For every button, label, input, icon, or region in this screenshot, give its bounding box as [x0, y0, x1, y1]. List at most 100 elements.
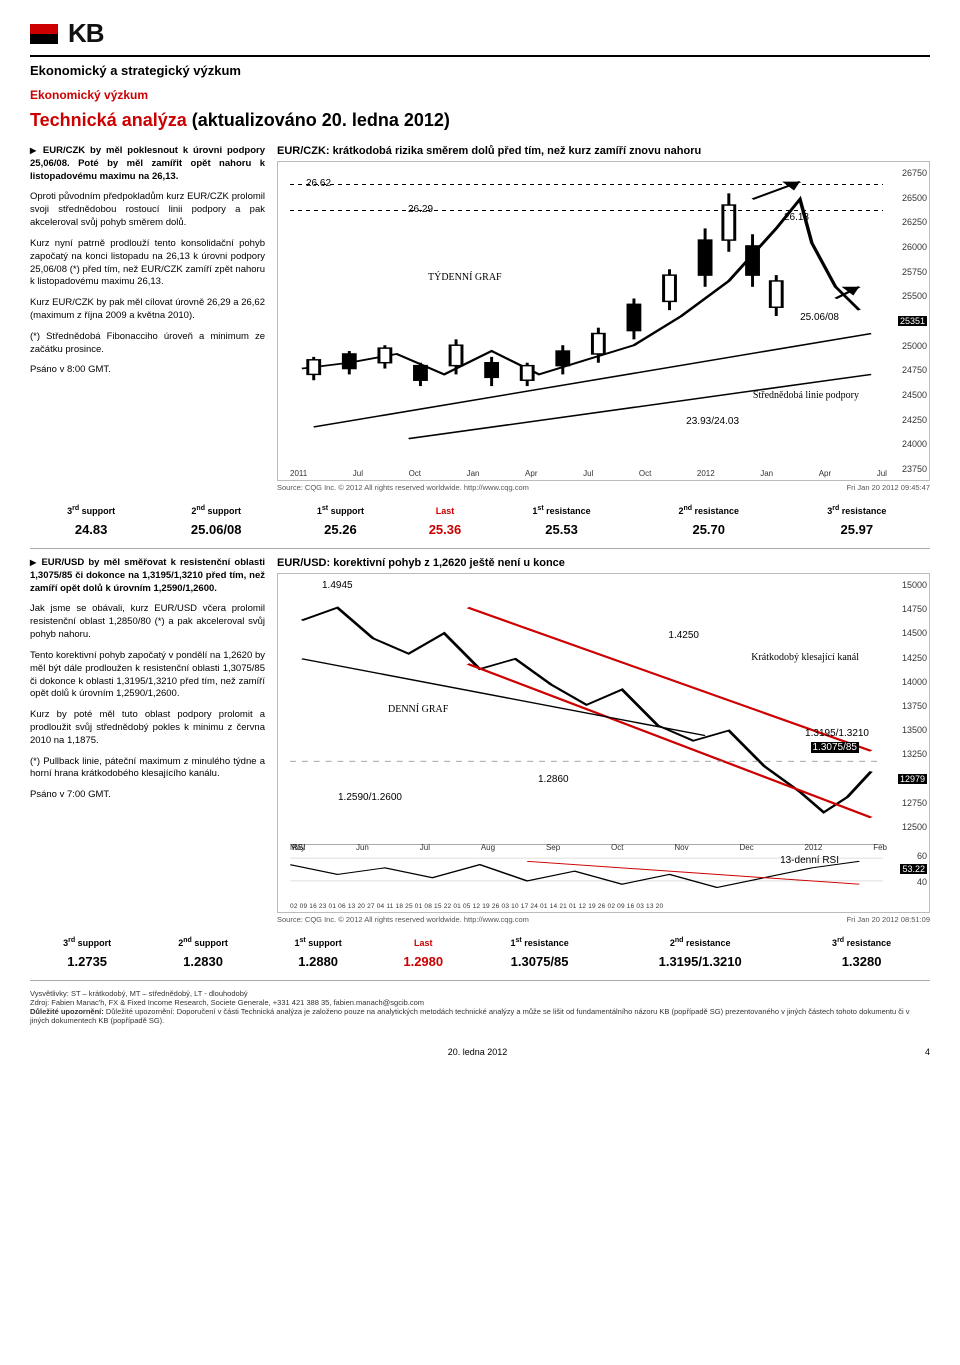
xtick: Jul	[420, 843, 430, 852]
chart-eurczk: 26.62 26.29 26.13 TÝDENNÍ GRAF 25.06/08 …	[277, 161, 930, 481]
foot-line: Zdroj: Fabien Manac'h, FX & Fixed Income…	[30, 998, 930, 1007]
th: 2nd support	[152, 502, 280, 519]
chart-anno: 1.2860	[538, 774, 569, 785]
para: Psáno v 7:00 GMT.	[30, 789, 265, 802]
bullet-text: EUR/USD by měl směřovat k resistenční ob…	[30, 557, 265, 594]
para: Jak jsme se obávali, kurz EUR/USD včera …	[30, 603, 265, 641]
chart-anno: 1.4945	[322, 580, 353, 591]
xtick-days: 02 09 16 23 01 06 13 20 27 04 11 18 25 0…	[290, 903, 663, 910]
xtick: Dec	[739, 843, 753, 852]
ytick: 14000	[902, 677, 927, 687]
chart-anno: Krátkodobý klesající kanál	[751, 652, 859, 663]
ytick: 24250	[902, 415, 927, 425]
th: 2nd resistance	[607, 934, 793, 951]
table-row: 24.83 25.06/08 25.26 25.36 25.53 25.70 2…	[30, 519, 930, 540]
foot-line: Důležité upozornění: Důležité upozornění…	[30, 1007, 930, 1025]
logo-row: KB	[30, 18, 930, 49]
ytick: 25500	[902, 291, 927, 301]
ref-line	[290, 210, 883, 211]
foot-text: Důležité upozornění: Doporučení v části …	[30, 1007, 910, 1025]
th-last: Last	[401, 502, 489, 519]
src-right: Fri Jan 20 2012 09:45:47	[847, 483, 930, 492]
td: 25.26	[280, 519, 401, 540]
ytick: 26000	[902, 242, 927, 252]
xtick: Jan	[760, 469, 773, 478]
ytick: 12500	[902, 822, 927, 832]
xtick: Jul	[877, 469, 887, 478]
title-suffix: (aktualizováno 20. ledna 2012)	[192, 110, 450, 130]
footer-date: 20. ledna 2012	[448, 1047, 508, 1057]
rsi-current: 53.22	[900, 864, 927, 874]
xtick: Jul	[353, 469, 363, 478]
table-row: 1.2735 1.2830 1.2880 1.2980 1.3075/85 1.…	[30, 951, 930, 972]
th: 3rd support	[30, 502, 152, 519]
text-col: EUR/CZK by měl poklesnout k úrovni podpo…	[30, 145, 265, 494]
ytick: 25750	[902, 267, 927, 277]
para: Kurz by poté měl tuto oblast podpory pro…	[30, 709, 265, 747]
subdept-line: Ekonomický výzkum	[30, 88, 930, 102]
chart-anno: Střednědobá linie podpory	[753, 390, 859, 401]
xtick: Oct	[611, 843, 623, 852]
logo-icon	[30, 24, 58, 44]
th-last: Last	[375, 934, 472, 951]
xtick: Aug	[481, 843, 495, 852]
xtick: May	[290, 843, 305, 852]
para: (*) Střednědobá Fibonacciho úroveň a min…	[30, 331, 265, 357]
divider	[30, 55, 930, 57]
ytick: 14500	[902, 628, 927, 638]
x-axis: 2011 Jul Oct Jan Apr Jul Oct 2012 Jan Ap…	[290, 469, 887, 478]
xtick: Nov	[674, 843, 688, 852]
th: 1st resistance	[489, 502, 634, 519]
ytick: 24750	[902, 365, 927, 375]
th: 3rd resistance	[793, 934, 930, 951]
src-left: Source: CQG Inc. © 2012 All rights reser…	[277, 483, 529, 492]
td: 25.97	[784, 519, 930, 540]
ytick: 24000	[902, 439, 927, 449]
footnotes: Vysvětlivky: ST – krátkodobý, MT – střed…	[30, 989, 930, 1025]
th: 2nd resistance	[634, 502, 784, 519]
ytick: 13250	[902, 749, 927, 759]
src-right: Fri Jan 20 2012 08:51:09	[847, 915, 930, 924]
xtick: Oct	[409, 469, 421, 478]
chart-anno: 1.3195/1.3210	[805, 728, 869, 739]
para: Kurz EUR/CZK by pak měl cílovat úrovně 2…	[30, 297, 265, 323]
chart-anno: DENNÍ GRAF	[388, 704, 448, 715]
para: Tento korektivní pohyb započatý v ponděl…	[30, 650, 265, 701]
th: 1st support	[262, 934, 375, 951]
ytick: 14750	[902, 604, 927, 614]
chart-anno: 26.13	[784, 212, 809, 223]
ytick: 40	[917, 877, 927, 887]
td: 1.2880	[262, 951, 375, 972]
footer-page: 4	[925, 1047, 930, 1057]
text-col: EUR/USD by měl směřovat k resistenční ob…	[30, 557, 265, 926]
chart-eurusd: RSI 1.4945 1.4250 Krátkodobý klesající k…	[277, 573, 930, 913]
ref-line	[290, 184, 883, 185]
xtick: Sep	[546, 843, 560, 852]
dept-line: Ekonomický a strategický výzkum	[30, 63, 930, 78]
ytick: 25000	[902, 341, 927, 351]
page-footer: 20. ledna 2012 4	[30, 1047, 930, 1057]
ytick: 26500	[902, 193, 927, 203]
th: 3rd support	[30, 934, 144, 951]
td: 25.53	[489, 519, 634, 540]
chart-anno: 13-denní RSI	[780, 855, 839, 866]
xtick: 2012	[697, 469, 715, 478]
th: 1st support	[280, 502, 401, 519]
chart-anno: TÝDENNÍ GRAF	[428, 272, 502, 283]
table-row: 3rd support 2nd support 1st support Last…	[30, 934, 930, 951]
td: 1.2830	[144, 951, 261, 972]
chart-anno: 1.2590/1.2600	[338, 792, 402, 803]
ytick: 26250	[902, 217, 927, 227]
x-axis-months: May Jun Jul Aug Sep Oct Nov Dec 2012 Feb	[290, 843, 887, 852]
td-last: 25.36	[401, 519, 489, 540]
xtick: Apr	[525, 469, 537, 478]
td-last: 1.2980	[375, 951, 472, 972]
xtick: Jun	[356, 843, 369, 852]
chart-anno: 25.06/08	[800, 312, 839, 323]
chart-title: EUR/USD: korektivní pohyb z 1,2620 ještě…	[277, 557, 930, 569]
xtick: Apr	[819, 469, 831, 478]
xtick: 2012	[805, 843, 823, 852]
ytick: 13500	[902, 725, 927, 735]
bullet-summary: EUR/CZK by měl poklesnout k úrovni podpo…	[30, 145, 265, 183]
th: 3rd resistance	[784, 502, 930, 519]
